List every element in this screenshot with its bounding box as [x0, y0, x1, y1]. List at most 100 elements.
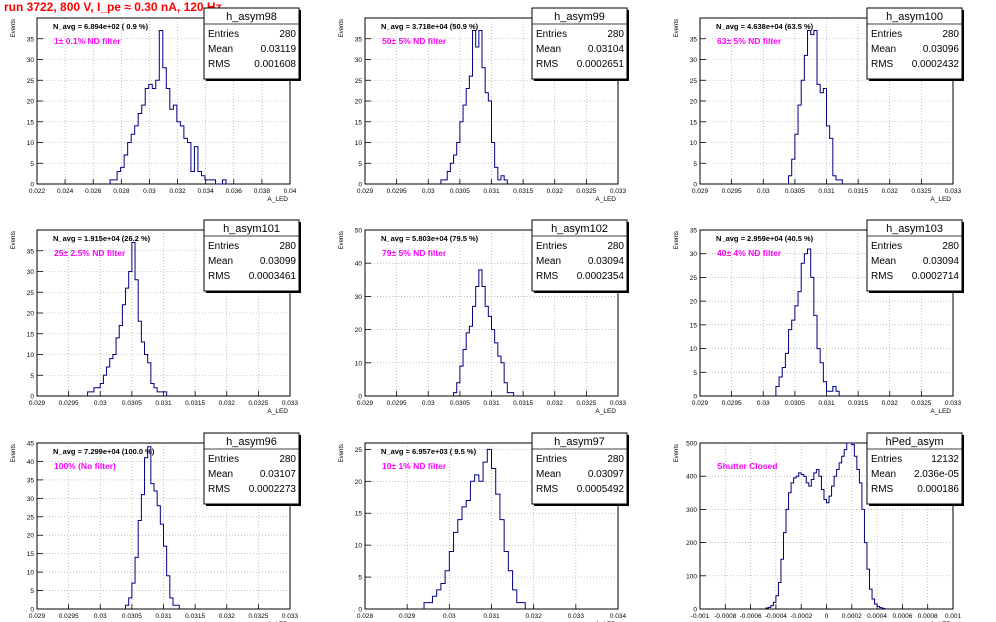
y-tick-label: 15 — [690, 119, 698, 126]
stats-entries-value: 280 — [607, 29, 624, 40]
y-tick-label: 5 — [693, 161, 697, 168]
histogram-name: h_asym101 — [223, 223, 280, 235]
stats-box-shadow — [299, 10, 301, 81]
x-tick-label: 0.038 — [254, 188, 271, 195]
stats-box-shadow — [534, 79, 629, 81]
histogram-name: h_asym98 — [226, 11, 277, 23]
stats-rms-label: RMS — [871, 271, 894, 282]
stats-entries-value: 280 — [279, 29, 296, 40]
x-tick-label: 0.0325 — [911, 400, 931, 407]
y-tick-label: 15 — [355, 119, 363, 126]
x-tick-label: 0.0305 — [450, 400, 470, 407]
histogram-line — [125, 446, 180, 609]
x-tick-label: 0.03 — [143, 188, 156, 195]
stats-entries-value: 280 — [942, 241, 959, 252]
run-title: run 3722, 800 V, I_pe ≈ 0.30 nA, 120 Hz — [4, 0, 222, 14]
x-tick-label: 0.033 — [945, 188, 962, 195]
y-axis-title: Events — [339, 19, 345, 37]
stats-mean-label: Mean — [208, 44, 233, 55]
x-tick-label: 0.033 — [568, 613, 585, 620]
x-tick-label: 0.0305 — [785, 400, 805, 407]
stats-box-shadow — [962, 435, 964, 506]
stats-rms-label: RMS — [208, 484, 231, 495]
y-tick-label: 0 — [30, 607, 34, 614]
y-tick-label: 400 — [686, 474, 697, 481]
y-tick-label: 30 — [690, 251, 698, 258]
x-tick-label: 0.032 — [219, 400, 236, 407]
x-tick-label: 0.0315 — [848, 188, 868, 195]
stats-mean-label: Mean — [871, 469, 896, 480]
y-tick-label: 15 — [27, 331, 35, 338]
x-tick-label: 0.0325 — [576, 188, 596, 195]
stats-rms-value: 0.0005492 — [577, 484, 625, 495]
y-tick-label: 5 — [693, 370, 697, 377]
y-tick-label: 20 — [355, 327, 363, 334]
stats-rms-value: 0.0002273 — [249, 484, 297, 495]
x-tick-label: 0.031 — [818, 400, 835, 407]
x-tick-label: 0.022 — [29, 188, 46, 195]
navg-label: N_avg = 2.959e+04 (40.5 %) — [716, 234, 814, 243]
navg-label: N_avg = 6.957e+03 ( 9.5 %) — [381, 447, 477, 456]
stats-entries-label: Entries — [871, 29, 902, 40]
x-tick-label: 0.029 — [357, 400, 374, 407]
y-tick-label: 30 — [690, 57, 698, 64]
x-tick-label: 0.033 — [610, 400, 627, 407]
stats-entries-value: 12132 — [931, 454, 959, 465]
x-tick-label: 0.032 — [219, 613, 236, 620]
x-tick-label: 0.03 — [757, 400, 770, 407]
x-tick-label: 0.029 — [29, 400, 46, 407]
x-tick-label: 0.032 — [882, 400, 899, 407]
y-tick-label: 15 — [690, 322, 698, 329]
histogram-line — [453, 269, 515, 396]
histogram-name: h_asym97 — [554, 436, 605, 448]
x-tick-label: 0.032 — [526, 613, 543, 620]
y-tick-label: 5 — [358, 575, 362, 582]
stats-mean-label: Mean — [208, 256, 233, 267]
stats-mean-value: 0.03119 — [261, 44, 297, 55]
histogram-panel: 0.029 0.0295 0.03 0.0305 0.031 0.0315 0.032 0.0… — [674, 219, 964, 415]
x-tick-label: 0.03 — [94, 613, 107, 620]
stats-rms-label: RMS — [208, 271, 231, 282]
filter-label: 25± 2.5% ND filter — [54, 248, 126, 258]
y-tick-label: 5 — [30, 588, 34, 595]
x-tick-label: 0.033 — [282, 400, 299, 407]
y-axis-title: Events — [339, 231, 345, 249]
x-tick-label: 0.0295 — [59, 400, 79, 407]
y-tick-label: 0 — [693, 607, 697, 614]
y-tick-label: 10 — [27, 570, 35, 577]
stats-box — [531, 432, 628, 505]
y-tick-label: 25 — [355, 447, 363, 454]
filter-label: 63± 5% ND filter — [717, 36, 782, 46]
x-tick-label: 0.03 — [443, 613, 456, 620]
x-tick-label: 0.028 — [113, 188, 130, 195]
y-tick-label: 10 — [27, 140, 35, 147]
x-tick-label: -0.0004 — [765, 613, 787, 620]
y-tick-label: 0 — [30, 394, 34, 401]
x-tick-label: 0.029 — [357, 188, 374, 195]
y-tick-label: 35 — [690, 228, 698, 235]
x-tick-label: 0 — [825, 613, 829, 620]
y-tick-label: 0 — [358, 182, 362, 189]
filter-label: 1± 0.1% ND filter — [54, 36, 121, 46]
y-tick-label: 30 — [355, 57, 363, 64]
y-tick-label: 10 — [355, 140, 363, 147]
y-tick-label: 20 — [355, 99, 363, 106]
stats-box-shadow — [869, 504, 964, 506]
x-tick-label: 0.0305 — [785, 188, 805, 195]
stats-mean-label: Mean — [871, 44, 896, 55]
histogram-name: h_asym96 — [226, 436, 277, 448]
y-tick-label: 15 — [355, 511, 363, 518]
histogram-panel: 0.029 0.0295 0.03 0.0305 0.031 0.0315 0.032 0.0… — [339, 7, 629, 203]
x-tick-label: 0.029 — [399, 613, 416, 620]
x-tick-label: 0.0008 — [918, 613, 938, 620]
x-tick-label: -0.0002 — [790, 613, 812, 620]
y-axis-title: Events — [11, 231, 17, 249]
stats-mean-label: Mean — [536, 469, 561, 480]
x-tick-label: 0.03 — [94, 400, 107, 407]
y-tick-label: 10 — [690, 346, 698, 353]
navg-label: N_avg = 3.718e+04 (50.9 %) — [381, 22, 479, 31]
y-tick-label: 0 — [358, 607, 362, 614]
y-tick-label: 300 — [686, 507, 697, 514]
y-tick-label: 10 — [355, 360, 363, 367]
